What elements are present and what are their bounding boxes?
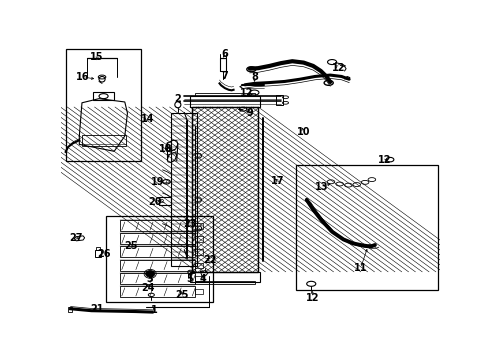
Text: 6: 6 — [221, 49, 228, 59]
Text: 7: 7 — [221, 71, 228, 81]
Text: 15: 15 — [90, 52, 103, 62]
Bar — [189, 96, 260, 107]
Text: 27: 27 — [69, 233, 82, 243]
Bar — [105, 216, 212, 302]
Text: 3: 3 — [146, 274, 153, 284]
Text: 20: 20 — [148, 197, 162, 207]
Text: 12: 12 — [240, 87, 253, 98]
Text: 13: 13 — [314, 182, 328, 192]
Text: 25: 25 — [175, 290, 188, 300]
Bar — [93, 92, 114, 100]
Bar — [120, 286, 195, 297]
Bar — [65, 49, 141, 161]
Bar — [120, 260, 195, 270]
Circle shape — [145, 270, 154, 277]
Text: 9: 9 — [246, 108, 253, 118]
Bar — [195, 262, 203, 268]
Text: 24: 24 — [141, 283, 154, 293]
Bar — [195, 281, 255, 284]
Bar — [171, 112, 196, 266]
Bar — [120, 233, 195, 244]
Text: 1: 1 — [150, 305, 157, 315]
Text: 11: 11 — [353, 263, 366, 273]
Bar — [191, 107, 258, 272]
Text: 25: 25 — [124, 241, 138, 251]
Bar — [120, 220, 195, 231]
Text: 18: 18 — [158, 144, 172, 154]
Bar — [67, 307, 72, 312]
Bar — [189, 271, 260, 282]
Text: 19: 19 — [151, 177, 164, 187]
Bar — [276, 95, 283, 105]
Bar — [195, 276, 203, 281]
Text: 23: 23 — [183, 219, 196, 229]
Bar — [96, 247, 100, 250]
Bar — [195, 93, 255, 96]
Text: 5: 5 — [186, 274, 193, 284]
Bar — [296, 165, 437, 291]
Bar — [120, 273, 195, 284]
Text: 26: 26 — [97, 249, 110, 260]
Bar — [219, 58, 226, 71]
Text: 14: 14 — [141, 114, 154, 123]
Text: 22: 22 — [203, 255, 216, 265]
Text: 21: 21 — [90, 304, 103, 314]
Text: 4: 4 — [200, 274, 206, 284]
Bar — [195, 249, 203, 255]
Text: 12: 12 — [306, 293, 319, 303]
Text: 17: 17 — [270, 176, 284, 186]
Text: 16: 16 — [76, 72, 90, 82]
Bar — [82, 135, 125, 146]
Bar — [159, 197, 171, 204]
Text: 8: 8 — [251, 72, 258, 82]
Bar — [195, 289, 203, 294]
Bar — [95, 250, 101, 257]
Bar — [120, 246, 195, 257]
Bar — [195, 223, 203, 229]
Text: 12: 12 — [378, 155, 391, 165]
Text: 2: 2 — [174, 94, 181, 104]
Bar — [195, 236, 203, 242]
Text: 10: 10 — [296, 127, 310, 137]
Text: 12: 12 — [331, 63, 345, 73]
